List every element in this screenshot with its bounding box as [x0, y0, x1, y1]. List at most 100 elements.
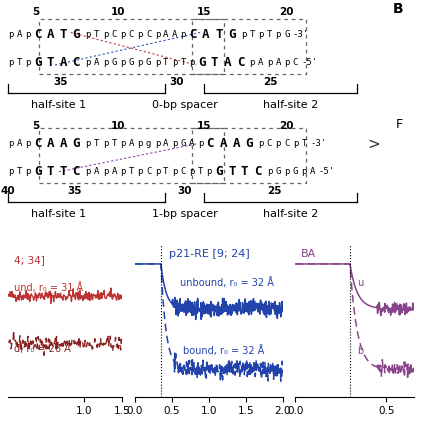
Text: C: C — [206, 138, 214, 150]
Text: G: G — [111, 58, 117, 67]
Text: A: A — [47, 28, 54, 41]
Text: p: p — [249, 58, 255, 67]
Text: T: T — [60, 165, 67, 178]
Text: p: p — [103, 167, 108, 176]
Text: C: C — [34, 28, 41, 41]
Text: p: p — [267, 58, 272, 67]
Text: C: C — [254, 165, 261, 178]
Text: A: A — [163, 30, 169, 39]
Text: p: p — [86, 139, 91, 149]
Text: g: g — [146, 139, 151, 149]
Text: p: p — [103, 139, 108, 149]
Text: A: A — [258, 58, 264, 67]
Text: T: T — [181, 58, 186, 67]
Text: G: G — [129, 58, 134, 67]
Text: p: p — [8, 30, 13, 39]
Text: G: G — [284, 30, 289, 39]
Text: p: p — [154, 139, 160, 149]
Text: p: p — [154, 58, 160, 67]
Text: 20: 20 — [279, 7, 294, 17]
Text: T: T — [94, 139, 100, 149]
Text: 1-bp spacer: 1-bp spacer — [151, 209, 217, 219]
Text: half-site 1: half-site 1 — [31, 209, 87, 219]
Text: b: b — [357, 346, 363, 356]
Text: A: A — [224, 56, 231, 69]
Text: G: G — [293, 167, 298, 176]
Text: p: p — [25, 139, 30, 149]
Text: T: T — [301, 139, 307, 149]
Text: p: p — [138, 139, 143, 149]
Text: G: G — [34, 165, 41, 178]
Text: 4; 34]: 4; 34] — [14, 255, 45, 265]
Text: 25: 25 — [268, 186, 282, 196]
Text: 5: 5 — [32, 121, 39, 131]
Text: p: p — [258, 30, 264, 39]
Text: -5': -5' — [301, 58, 317, 67]
Text: half-site 2: half-site 2 — [263, 209, 318, 219]
Text: p: p — [154, 167, 160, 176]
Text: half-site 1: half-site 1 — [31, 100, 87, 110]
Text: p: p — [189, 167, 195, 176]
Text: p: p — [258, 139, 264, 149]
Text: p: p — [181, 30, 186, 39]
Text: p: p — [8, 167, 13, 176]
Text: T: T — [16, 167, 22, 176]
Text: p: p — [172, 58, 177, 67]
Text: p: p — [198, 139, 203, 149]
Text: p: p — [267, 167, 272, 176]
Text: p: p — [86, 30, 91, 39]
Text: A: A — [189, 139, 195, 149]
Text: p: p — [206, 167, 212, 176]
Text: p: p — [103, 30, 108, 39]
Text: -3': -3' — [293, 30, 309, 39]
Text: G: G — [73, 28, 80, 41]
Text: u: u — [357, 278, 363, 288]
Text: 35: 35 — [54, 76, 68, 87]
Text: A: A — [233, 138, 240, 150]
Text: d, r₀ = 26 Å: d, r₀ = 26 Å — [14, 343, 71, 354]
Text: G: G — [276, 167, 281, 176]
Text: p: p — [120, 167, 125, 176]
Text: und, r₀ = 31 Å: und, r₀ = 31 Å — [14, 282, 83, 293]
Text: G: G — [215, 165, 222, 178]
Text: T: T — [47, 56, 54, 69]
Text: C: C — [73, 56, 80, 69]
Text: F: F — [396, 118, 403, 131]
Text: T: T — [163, 167, 169, 176]
Text: C: C — [237, 56, 244, 69]
Text: A: A — [276, 58, 281, 67]
Text: A: A — [202, 28, 210, 41]
Text: 25: 25 — [264, 76, 278, 87]
Text: A: A — [16, 139, 22, 149]
Text: C: C — [267, 139, 272, 149]
Text: A: A — [111, 167, 117, 176]
Text: T: T — [215, 28, 222, 41]
Text: p: p — [276, 139, 281, 149]
Text: p: p — [120, 30, 125, 39]
Text: T: T — [16, 58, 22, 67]
Text: 15: 15 — [197, 121, 211, 131]
Text: T: T — [60, 28, 67, 41]
Text: B: B — [392, 2, 403, 16]
Text: T: T — [94, 30, 100, 39]
Text: T: T — [249, 30, 255, 39]
Text: p: p — [138, 30, 143, 39]
Text: p: p — [25, 58, 30, 67]
Text: C: C — [34, 138, 41, 150]
Text: C: C — [293, 58, 298, 67]
Text: C: C — [146, 30, 151, 39]
Text: C: C — [73, 165, 80, 178]
Text: >: > — [367, 136, 380, 151]
Text: G: G — [73, 138, 80, 150]
Text: A: A — [163, 139, 169, 149]
Text: A: A — [129, 139, 134, 149]
Text: p: p — [189, 58, 195, 67]
Text: C: C — [146, 167, 151, 176]
Text: C: C — [284, 139, 289, 149]
Text: p: p — [25, 30, 30, 39]
Text: T: T — [228, 165, 235, 178]
Text: p: p — [284, 58, 289, 67]
Text: unbound, r₀ = 32 Å: unbound, r₀ = 32 Å — [180, 277, 273, 288]
Text: p: p — [284, 167, 289, 176]
Text: p: p — [276, 30, 281, 39]
